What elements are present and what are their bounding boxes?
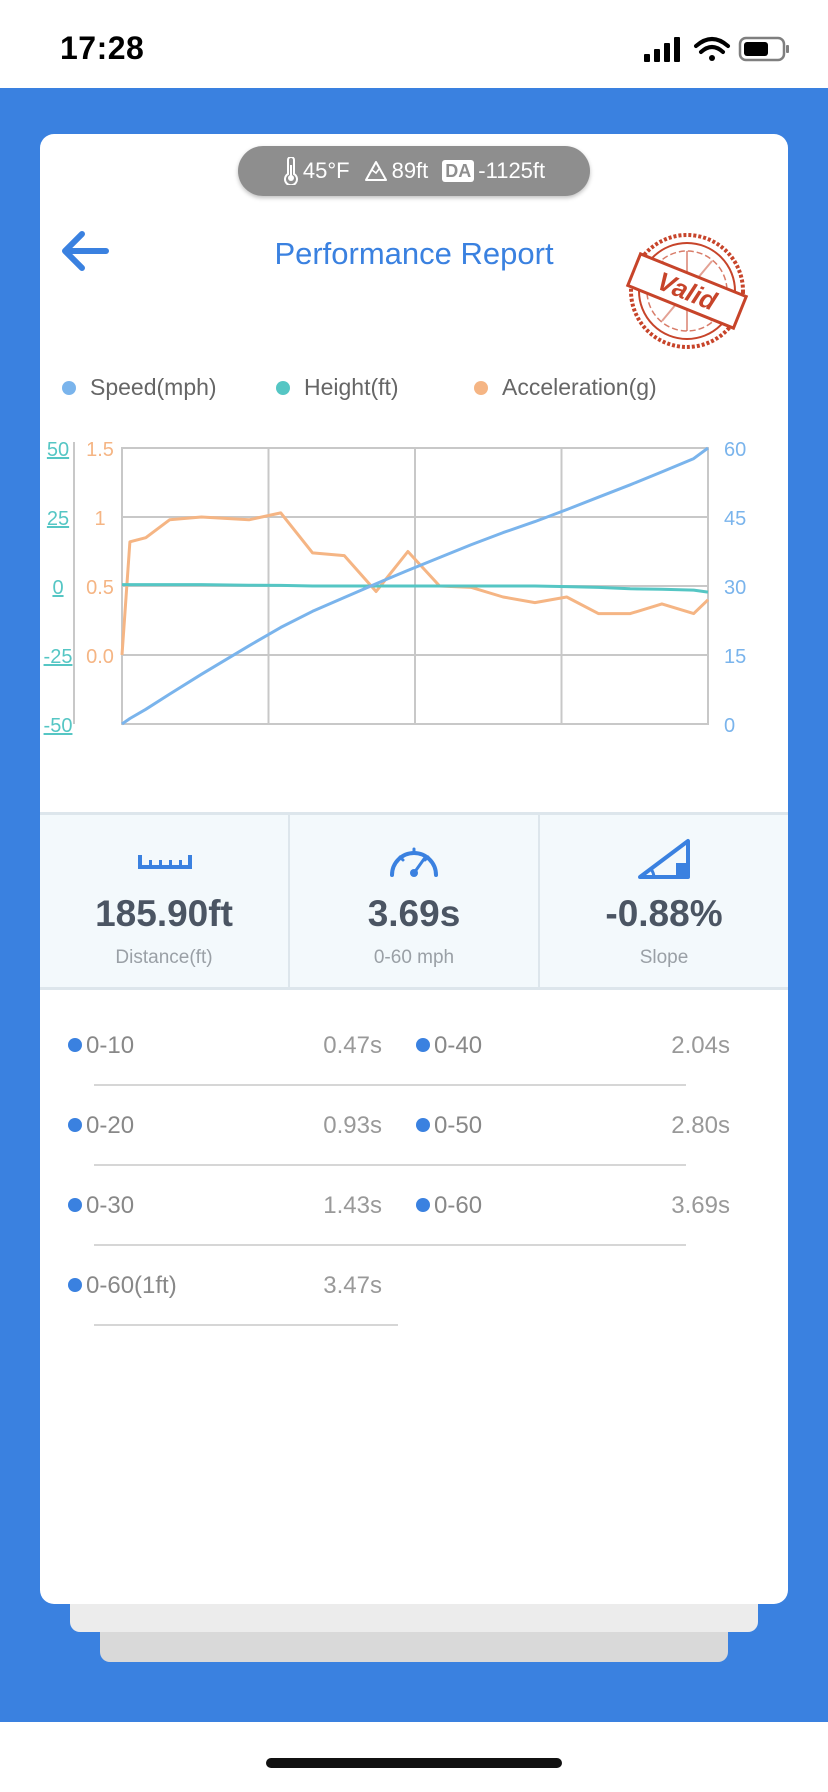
speedometer-icon xyxy=(390,847,438,877)
split-divider xyxy=(94,1244,686,1246)
speed-tick-label: 45 xyxy=(724,508,746,530)
acceleration-tick-label: 1.5 xyxy=(86,439,114,461)
speed-tick-label: 0 xyxy=(724,715,735,737)
stat-distance: 185.90ft Distance(ft) xyxy=(40,815,288,987)
zero-to-sixty-label: 0-60 mph xyxy=(373,947,455,968)
speed-series-line xyxy=(121,446,709,726)
split-row: 0-30 1.43s xyxy=(62,1174,382,1254)
split-time: 3.69s xyxy=(671,1192,730,1219)
acceleration-tick-label: 1 xyxy=(94,508,105,530)
split-bullet xyxy=(416,1118,430,1132)
slope-icon xyxy=(638,839,690,879)
split-row: 0-20 0.93s xyxy=(62,1094,382,1174)
thermometer-icon xyxy=(283,157,298,185)
status-time: 17:28 xyxy=(60,30,145,66)
legend-swatch-speed xyxy=(62,380,76,395)
battery-icon xyxy=(738,36,789,62)
legend-label: Acceleration(g) xyxy=(502,374,657,400)
stat-zero-to-sixty: 3.69s 0-60 mph xyxy=(288,815,538,987)
temperature: 45°F xyxy=(283,157,350,185)
split-divider xyxy=(94,1324,398,1326)
legend-item-height[interactable]: Height(ft) xyxy=(276,374,399,401)
da-badge: DA xyxy=(442,160,475,182)
split-time: 3.47s xyxy=(323,1272,382,1299)
legend-item-acceleration[interactable]: Acceleration(g) xyxy=(474,374,657,401)
signal-icon xyxy=(644,37,680,62)
split-bullet xyxy=(68,1278,82,1292)
density-altitude: DA -1125ft xyxy=(442,158,545,184)
split-time: 0.93s xyxy=(323,1112,382,1139)
mountain-icon xyxy=(364,161,387,181)
legend-item-speed[interactable]: Speed(mph) xyxy=(62,374,217,401)
status-icons xyxy=(644,36,789,62)
temperature-value: 45°F xyxy=(302,158,350,183)
performance-chart: 50 25 0 -25 -50 1.5 1 0.5 0.0 60 45 30 15 0 xyxy=(40,424,788,784)
slope-value: -0.88% xyxy=(605,893,723,934)
page-title: Performance Report xyxy=(274,236,554,271)
distance-value: 185.90ft xyxy=(95,893,233,934)
valid-stamp-icon: Valid xyxy=(625,233,749,349)
legend-label: Speed(mph) xyxy=(90,374,217,400)
acceleration-tick-label: 0.0 xyxy=(86,646,114,668)
split-bullet xyxy=(68,1198,82,1212)
split-label: 0-30 xyxy=(86,1192,135,1219)
split-label: 0-20 xyxy=(86,1112,135,1139)
altitude-value: 89ft xyxy=(391,158,429,183)
split-time: 2.80s xyxy=(671,1112,730,1139)
split-row: 0-50 2.80s xyxy=(410,1094,730,1174)
height-tick-label: 25 xyxy=(47,508,69,530)
split-row: 0-10 0.47s xyxy=(62,1014,382,1094)
speed-tick-label: 60 xyxy=(724,439,746,461)
split-row: 0-40 2.04s xyxy=(410,1014,730,1094)
split-label: 0-10 xyxy=(86,1032,135,1059)
split-label: 0-50 xyxy=(434,1112,483,1139)
altitude: 89ft xyxy=(364,158,429,184)
height-tick-label: -25 xyxy=(44,646,73,668)
acceleration-series-line xyxy=(120,511,710,656)
back-arrow-icon[interactable] xyxy=(58,226,112,276)
status-bar: 17:28 xyxy=(0,0,828,88)
height-tick-label: -50 xyxy=(44,715,73,737)
chart-legend: Speed(mph) Height(ft) Acceleration(g) xyxy=(62,374,762,414)
zero-to-sixty-value: 3.69s xyxy=(367,893,461,934)
wifi-icon xyxy=(694,37,730,61)
split-time: 1.43s xyxy=(323,1192,382,1219)
performance-chart-svg: 50 25 0 -25 -50 1.5 1 0.5 0.0 60 45 30 15 0 xyxy=(44,439,747,737)
split-time: 2.04s xyxy=(671,1032,730,1059)
split-bullet xyxy=(68,1118,82,1132)
split-label: 0-60(1ft) xyxy=(86,1272,177,1299)
stat-slope: -0.88% Slope xyxy=(538,815,788,987)
acceleration-tick-label: 0.5 xyxy=(86,577,114,599)
stats-panel: 185.90ft Distance(ft) 3.69s 0-60 mph xyxy=(40,812,788,990)
legend-label: Height(ft) xyxy=(304,374,399,400)
split-bullet xyxy=(416,1038,430,1052)
conditions-pill: 45°F 89ft DA -1125ft xyxy=(238,146,590,196)
height-tick-label: 50 xyxy=(47,439,69,461)
density-altitude-value: -1125ft xyxy=(478,158,546,183)
split-time: 0.47s xyxy=(323,1032,382,1059)
ruler-icon xyxy=(138,855,192,869)
split-divider xyxy=(94,1084,686,1086)
home-indicator[interactable] xyxy=(266,1758,562,1768)
split-label: 0-60 xyxy=(434,1192,483,1219)
speed-tick-label: 15 xyxy=(724,646,746,668)
split-row: 0-60(1ft) 3.47s xyxy=(62,1254,382,1334)
split-label: 0-40 xyxy=(434,1032,483,1059)
legend-swatch-height xyxy=(276,380,290,395)
split-divider xyxy=(94,1164,686,1166)
report-card: 45°F 89ft DA -1125ft Performance Report … xyxy=(40,134,788,1604)
distance-label: Distance(ft) xyxy=(115,947,213,968)
split-bullet xyxy=(68,1038,82,1052)
split-bullet xyxy=(416,1198,430,1212)
legend-swatch-acceleration xyxy=(474,380,488,395)
height-tick-label: 0 xyxy=(52,577,63,599)
slope-label: Slope xyxy=(639,947,689,968)
speed-tick-label: 30 xyxy=(724,577,746,599)
height-series-line xyxy=(122,583,709,594)
split-row: 0-60 3.69s xyxy=(410,1174,730,1254)
